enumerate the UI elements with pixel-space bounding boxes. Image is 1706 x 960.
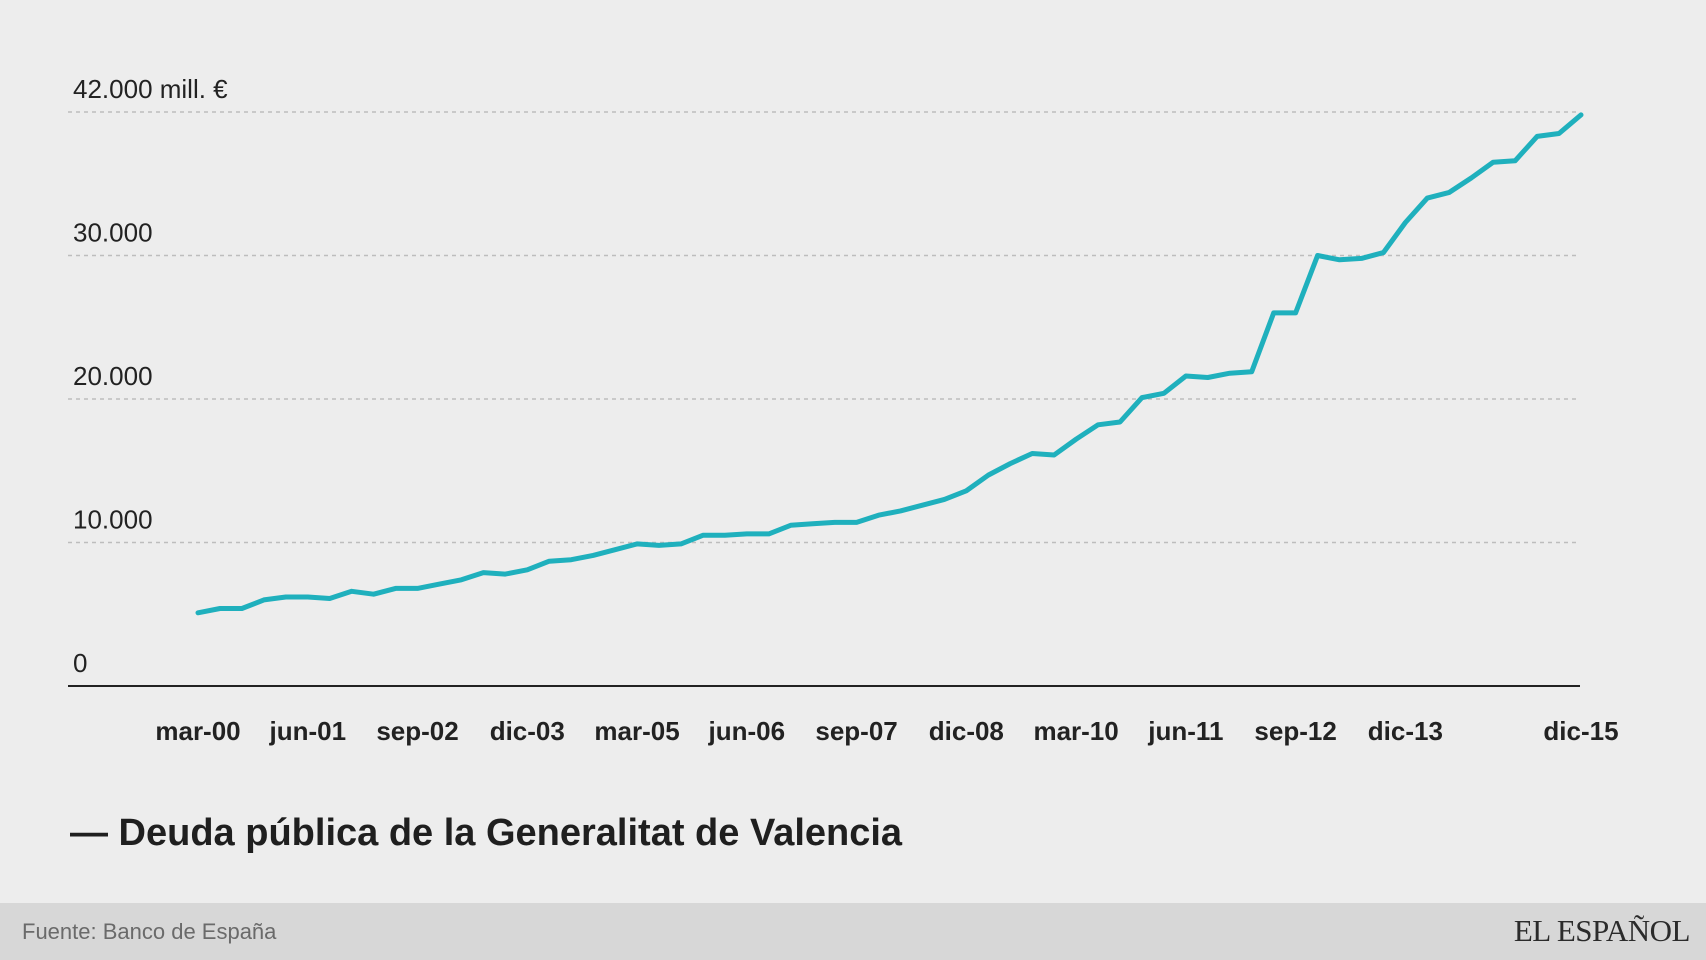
data-point-sep-04 — [591, 553, 596, 558]
data-point-mar-03 — [459, 577, 464, 582]
data-point-dic-08 — [964, 488, 969, 493]
x-tick-label-4: mar-05 — [594, 716, 679, 746]
data-point-sep-03 — [503, 572, 508, 577]
data-point-mar-06 — [722, 533, 727, 538]
x-tick-label-11: dic-13 — [1368, 716, 1443, 746]
data-point-jun-00 — [217, 606, 222, 611]
data-point-dic-13 — [1403, 220, 1408, 225]
data-point-sep-02 — [415, 586, 420, 591]
x-tick-label-1: jun-01 — [268, 716, 346, 746]
data-point-dic-09 — [1052, 452, 1057, 457]
y-tick-label-1: 10.000 — [73, 505, 153, 535]
data-point-dic-12 — [1315, 253, 1320, 258]
source-note: Fuente: Banco de España — [22, 919, 277, 944]
x-tick-label-8: mar-10 — [1033, 716, 1118, 746]
data-point-sep-06 — [766, 531, 771, 536]
data-point-mar-12 — [1249, 369, 1254, 374]
data-point-mar-13 — [1337, 257, 1342, 262]
x-tick-label-12: dic-15 — [1543, 716, 1618, 746]
data-point-dic-00 — [261, 597, 266, 602]
data-point-dic-10 — [1139, 395, 1144, 400]
data-point-dic-02 — [437, 582, 442, 587]
x-tick-label-2: sep-02 — [376, 716, 458, 746]
data-point-jun-05 — [657, 543, 662, 548]
series-line-deuda-publica — [195, 112, 1584, 616]
data-point-mar-05 — [635, 541, 640, 546]
data-point-jun-13 — [1359, 256, 1364, 261]
data-point-dic-07 — [876, 513, 881, 518]
data-point-mar-09 — [986, 473, 991, 478]
data-point-mar-02 — [371, 592, 376, 597]
data-point-mar-00 — [196, 610, 201, 615]
data-point-sep-15 — [1557, 131, 1562, 136]
data-point-jun-08 — [920, 503, 925, 508]
data-point-sep-08 — [942, 497, 947, 502]
data-point-jun-01 — [305, 595, 310, 600]
x-tick-label-6: sep-07 — [815, 716, 897, 746]
data-point-sep-11 — [1205, 375, 1210, 380]
data-point-jun-10 — [1096, 422, 1101, 427]
data-point-mar-11 — [1161, 391, 1166, 396]
data-point-sep-12 — [1293, 310, 1298, 315]
data-point-jun-04 — [569, 557, 574, 562]
data-point-mar-08 — [898, 508, 903, 513]
data-point-jun-02 — [393, 586, 398, 591]
data-point-dic-14 — [1491, 160, 1496, 165]
x-tick-label-9: jun-11 — [1147, 716, 1223, 746]
data-point-sep-01 — [327, 596, 332, 601]
data-point-jun-14 — [1447, 190, 1452, 195]
data-point-sep-09 — [1030, 451, 1035, 456]
data-point-mar-10 — [1074, 437, 1079, 442]
footer-bar: Fuente: Banco de España EL ESPAÑOL — [0, 903, 1706, 960]
data-point-sep-05 — [678, 541, 683, 546]
x-tick-label-3: dic-03 — [490, 716, 565, 746]
debt-line-chart: 0 10.000 20.000 30.000 42.000 mill. € mar-00 j… — [68, 74, 1619, 746]
data-point-mar-07 — [810, 521, 815, 526]
chart-area: 0 10.000 20.000 30.000 42.000 mill. € mar-00 j… — [68, 74, 1619, 746]
data-point-dic-15 — [1579, 112, 1584, 117]
y-tick-label-0: 0 — [73, 648, 87, 678]
legend-label: — Deuda pública de la Generalitat de Val… — [70, 812, 903, 854]
data-point-mar-04 — [547, 559, 552, 564]
data-point-sep-14 — [1469, 176, 1474, 181]
data-point-jun-15 — [1535, 134, 1540, 139]
data-point-mar-01 — [283, 595, 288, 600]
data-point-dic-01 — [349, 589, 354, 594]
data-point-dic-03 — [525, 567, 530, 572]
data-point-sep-10 — [1118, 419, 1123, 424]
x-tick-label-0: mar-00 — [155, 716, 240, 746]
data-point-jun-12 — [1271, 310, 1276, 315]
y-tick-label-4: 42.000 mill. € — [73, 74, 228, 104]
data-point-jun-03 — [481, 570, 486, 575]
data-point-dic-05 — [700, 533, 705, 538]
data-point-dic-06 — [788, 523, 793, 528]
x-tick-label-5: jun-06 — [708, 716, 786, 746]
y-tick-label-2: 20.000 — [73, 361, 153, 391]
data-point-mar-14 — [1425, 196, 1430, 201]
data-point-dic-11 — [1227, 371, 1232, 376]
data-point-sep-13 — [1381, 250, 1386, 255]
data-point-jun-06 — [744, 531, 749, 536]
data-point-dic-04 — [613, 547, 618, 552]
data-point-sep-00 — [239, 606, 244, 611]
data-point-jun-09 — [1008, 461, 1013, 466]
el-espanol-logo: EL ESPAÑOL — [1513, 913, 1691, 948]
data-point-sep-07 — [854, 520, 859, 525]
data-point-mar-15 — [1513, 158, 1518, 163]
y-tick-label-3: 30.000 — [73, 218, 153, 248]
x-tick-label-10: sep-12 — [1254, 716, 1336, 746]
data-point-jun-07 — [832, 520, 837, 525]
x-tick-label-7: dic-08 — [929, 716, 1004, 746]
data-point-jun-11 — [1183, 374, 1188, 379]
